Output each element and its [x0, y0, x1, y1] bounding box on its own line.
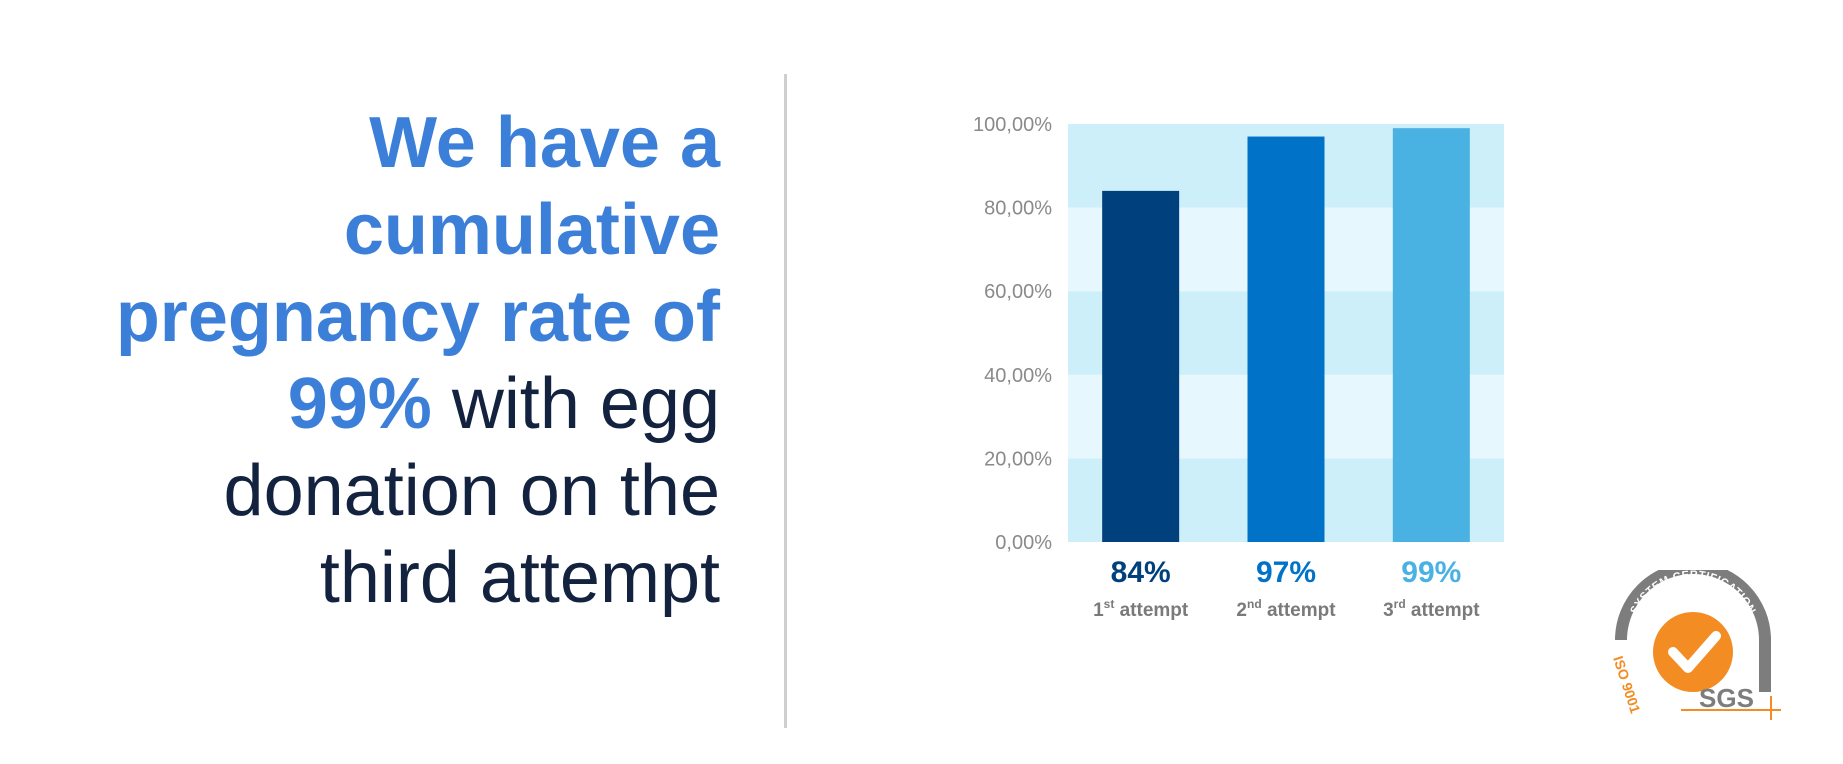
y-tick-label: 60,00%	[984, 281, 1052, 303]
headline-line-2: cumulative	[343, 190, 720, 270]
bar	[1392, 128, 1470, 542]
headline-line-3: pregnancy rate of	[115, 277, 720, 357]
headline-line-4-rest: with egg	[431, 364, 720, 444]
bar	[1102, 190, 1180, 542]
vertical-divider	[784, 74, 787, 728]
pregnancy-rate-bar-chart: 0,00% 20,00% 40,00% 60,00% 80,00% 100,00% 84% 1…	[973, 114, 1504, 621]
y-tick-label: 40,00%	[984, 365, 1052, 387]
iso-9001-certification-logo: SYSTEM CERTIFICATION ISO 9001 SGS	[1610, 570, 1781, 720]
y-tick-label: 100,00%	[973, 114, 1052, 136]
headline-line-6: third attempt	[319, 538, 720, 618]
logo-iso-9001-text: ISO 9001	[1610, 654, 1644, 715]
bar-value-label: 99%	[1401, 556, 1461, 589]
logo-orange-circle	[1653, 612, 1733, 692]
headline-line-5: donation on the	[223, 451, 720, 531]
logo-sgs-text: SGS	[1699, 683, 1754, 713]
x-category-label: 2nd attempt	[1236, 597, 1336, 621]
headline-rate-highlight: 99%	[287, 364, 432, 444]
logo-gray-arc	[1615, 570, 1771, 692]
y-tick-label: 0,00%	[995, 532, 1052, 554]
x-category-label: 1st attempt	[1093, 597, 1189, 621]
checkmark-icon	[1668, 631, 1721, 673]
y-tick-label: 80,00%	[984, 198, 1052, 220]
headline: We have a cumulative pregnancy rate of 9…	[40, 100, 720, 622]
bar	[1247, 136, 1325, 542]
x-category-label: 3rd attempt	[1383, 597, 1480, 621]
y-tick-label: 20,00%	[984, 448, 1052, 470]
headline-line-1: We have a	[369, 103, 720, 183]
bar-value-label: 97%	[1256, 556, 1316, 589]
headline-line-4: 99% with egg	[40, 361, 720, 448]
bar-value-label: 84%	[1111, 556, 1171, 589]
